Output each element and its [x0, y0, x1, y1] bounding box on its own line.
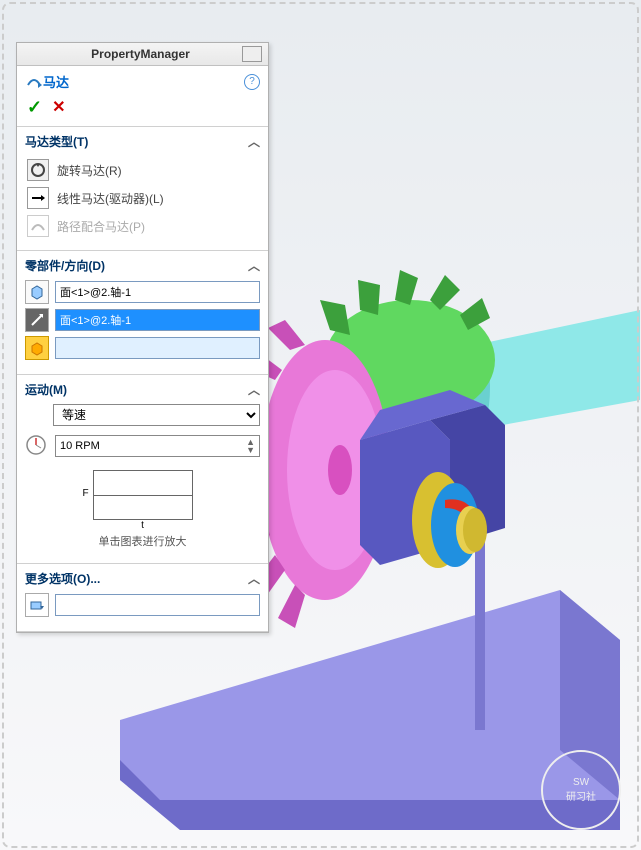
chevron-up-icon: ︿	[248, 133, 260, 150]
cap-gold-face	[463, 508, 487, 552]
speed-icon	[25, 434, 49, 458]
pin-icon[interactable]	[242, 46, 262, 62]
relative-field[interactable]	[55, 337, 260, 359]
speed-input[interactable]: 10 RPM ▲▼	[55, 435, 260, 457]
spinner-icon[interactable]: ▲▼	[246, 438, 255, 454]
motion-graph[interactable]	[93, 470, 193, 520]
section-motor-type: 马达类型(T) ︿ 旋转马达(R) 线性马达(驱动器)(L) 路径配合马达(P)	[17, 127, 268, 251]
path-icon	[27, 215, 49, 237]
relative-icon[interactable]	[25, 336, 49, 360]
motor-feature-icon	[25, 73, 43, 91]
help-icon[interactable]: ?	[244, 74, 260, 90]
shaft	[475, 310, 640, 430]
property-manager-panel: PropertyManager 马达 ? ✓ ✕ 马达类型(T) ︿ 旋转马达(…	[16, 42, 269, 633]
option-path: 路径配合马达(P)	[25, 212, 260, 240]
component-field-1[interactable]	[55, 281, 260, 303]
more-field[interactable]	[55, 594, 260, 616]
section-more: 更多选项(O)... ︿	[17, 564, 268, 632]
graph-x-label: t	[93, 520, 193, 531]
graph-caption: 单击图表进行放大	[93, 533, 193, 549]
panel-header[interactable]: PropertyManager	[17, 43, 268, 66]
more-select-icon[interactable]	[25, 593, 49, 617]
section-header-more[interactable]: 更多选项(O)... ︿	[25, 570, 260, 587]
face-select-icon[interactable]	[25, 280, 49, 304]
chevron-up-icon: ︿	[248, 570, 260, 587]
chevron-up-icon: ︿	[248, 257, 260, 274]
rotary-icon	[27, 159, 49, 181]
feature-name: 马达	[43, 72, 244, 91]
section-component: 零部件/方向(D) ︿	[17, 251, 268, 375]
watermark: SW研习社	[541, 750, 621, 830]
direction-icon[interactable]	[25, 308, 49, 332]
ok-button[interactable]: ✓	[27, 97, 42, 118]
section-header-motor-type[interactable]: 马达类型(T) ︿	[25, 133, 260, 150]
cancel-button[interactable]: ✕	[52, 97, 65, 118]
section-motion: 运动(M) ︿ 等速 10 RPM ▲▼ F t 单击图表进行放大	[17, 375, 268, 564]
section-header-component[interactable]: 零部件/方向(D) ︿	[25, 257, 260, 274]
option-rotary[interactable]: 旋转马达(R)	[25, 156, 260, 184]
motion-type-select[interactable]: 等速	[53, 404, 260, 426]
panel-header-title: PropertyManager	[39, 47, 242, 61]
chevron-up-icon: ︿	[248, 381, 260, 398]
section-header-motion[interactable]: 运动(M) ︿	[25, 381, 260, 398]
direction-field[interactable]	[55, 309, 260, 331]
option-linear[interactable]: 线性马达(驱动器)(L)	[25, 184, 260, 212]
linear-icon	[27, 187, 49, 209]
graph-y-label: F	[83, 488, 89, 499]
